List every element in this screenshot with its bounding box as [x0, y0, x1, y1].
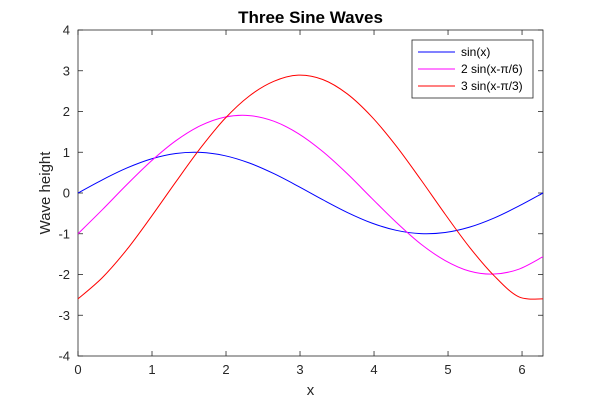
- x-tick-label: 2: [222, 362, 229, 377]
- y-tick-label: -3: [58, 308, 70, 323]
- x-axis-label: x: [307, 382, 315, 399]
- y-tick-label: -1: [58, 226, 70, 241]
- legend: sin(x) 2 sin(x-π/6) 3 sin(x-π/3): [411, 39, 534, 99]
- series-2sin: [77, 114, 544, 275]
- x-tick-label: 1: [148, 362, 155, 377]
- y-tick-label: -2: [58, 267, 70, 282]
- legend-label-2sin: 2 sin(x-π/6): [461, 62, 523, 76]
- y-tick-label: 0: [63, 186, 70, 201]
- x-tick-label: 5: [444, 362, 451, 377]
- series-lines: [77, 74, 544, 300]
- legend-label-3sin: 3 sin(x-π/3): [461, 79, 523, 93]
- chart-title: Three Sine Waves: [238, 8, 383, 27]
- y-tick-label: 2: [63, 104, 70, 119]
- x-tick-label: 3: [296, 362, 303, 377]
- legend-label-sin: sin(x): [461, 45, 490, 59]
- series-3sin: [77, 74, 544, 300]
- series-sin: [77, 151, 544, 235]
- y-tick-label: 1: [63, 145, 70, 160]
- y-tick-label: -4: [58, 349, 70, 364]
- y-tick-labels: -4 -3 -2 -1 0 1 2 3 4: [58, 23, 70, 364]
- y-axis-label: Wave height: [37, 151, 54, 235]
- x-tick-label: 0: [74, 362, 81, 377]
- y-tick-label: 3: [63, 63, 70, 78]
- y-tick-label: 4: [63, 23, 70, 38]
- x-tick-label: 4: [370, 362, 377, 377]
- x-tick-labels: 0 1 2 3 4 5 6: [74, 362, 525, 377]
- axis-ticks: [77, 29, 543, 357]
- x-tick-label: 6: [518, 362, 525, 377]
